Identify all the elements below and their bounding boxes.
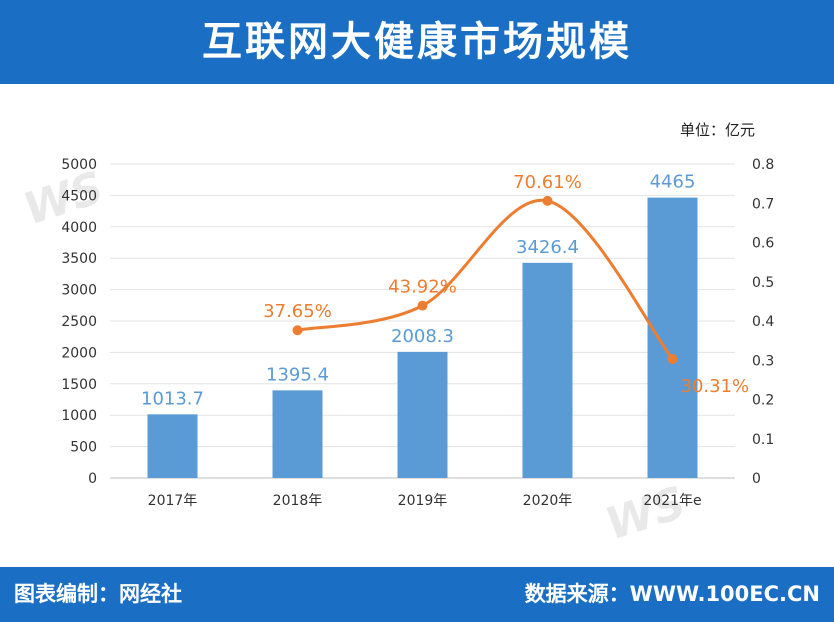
chart-title: 互联网大健康市场规模: [202, 19, 632, 65]
footer-source: 数据来源：WWW.100EC.CN: [524, 582, 820, 606]
line-data-label: 37.65%: [263, 301, 332, 322]
right-axis-ticks: 0 0.1 0.2 0.3 0.4 0.5 0.6 0.7 0.8: [752, 157, 774, 487]
line-point: [292, 325, 303, 336]
x-axis-tick-label: 2017年: [148, 493, 198, 509]
growth-rate-points: [292, 195, 678, 365]
footer-bar: 图表编制：网经社 数据来源：WWW.100EC.CN: [0, 567, 834, 622]
left-axis-tick-label: 0: [88, 471, 97, 487]
x-axis-ticks: 2017年 2018年 2019年 2020年 2021年e: [148, 493, 702, 509]
right-axis-tick-label: 0.4: [752, 314, 774, 330]
growth-rate-labels: 37.65% 43.92% 70.61% 30.31%: [263, 172, 749, 397]
left-axis-tick-label: 4500: [61, 188, 97, 204]
watermark-layer: WS WS: [18, 162, 692, 550]
bar-data-label: 3426.4: [516, 237, 579, 258]
x-axis-tick-label: 2018年: [273, 493, 323, 509]
line-data-label: 30.31%: [681, 376, 750, 397]
right-axis-tick-label: 0.2: [752, 393, 774, 409]
left-axis-tick-label: 500: [70, 440, 97, 456]
footer-compiler: 图表编制：网经社: [14, 582, 182, 606]
bar-data-label: 1013.7: [141, 388, 204, 409]
line-point: [542, 195, 553, 206]
left-axis-tick-label: 3000: [61, 283, 97, 299]
left-axis-tick-label: 5000: [61, 157, 97, 173]
right-axis-tick-label: 0: [752, 471, 761, 487]
left-axis-ticks: 0 500 1000 1500 2000 2500 3000 3500 4000 4500 5000: [61, 157, 97, 487]
bar: [272, 390, 323, 478]
bar: [522, 262, 573, 478]
combo-chart: WS WS 1013.7 1395.4 2008.3 3426.4 4465 37.65…: [18, 157, 775, 550]
x-axis-tick-label: 2019年: [398, 493, 448, 509]
header-bar: 互联网大健康市场规模: [0, 0, 834, 84]
bar-data-label: 4465: [650, 172, 696, 193]
left-axis-tick-label: 1500: [61, 377, 97, 393]
watermark-logo: WS: [600, 477, 692, 550]
bar: [147, 414, 198, 478]
right-axis-tick-label: 0.8: [752, 157, 774, 173]
right-axis-tick-label: 0.1: [752, 432, 774, 448]
growth-rate-line: [297, 198, 674, 360]
left-axis-tick-label: 1000: [61, 408, 97, 424]
line-point: [667, 354, 678, 365]
bar-data-label: 2008.3: [391, 326, 454, 347]
right-axis-tick-label: 0.3: [752, 353, 774, 369]
svg-text:WS: WS: [600, 477, 692, 550]
bar-data-label: 1395.4: [266, 364, 329, 385]
left-axis-tick-label: 2000: [61, 345, 97, 361]
bar-series: [147, 197, 698, 478]
left-axis-tick-label: 2500: [61, 314, 97, 330]
bar: [647, 197, 698, 478]
left-axis-tick-label: 3500: [61, 251, 97, 267]
right-axis-tick-label: 0.6: [752, 236, 774, 252]
line-point: [417, 300, 428, 311]
line-data-label: 70.61%: [513, 172, 582, 193]
x-axis-tick-label: 2021年e: [643, 493, 701, 509]
line-data-label: 43.92%: [388, 277, 457, 298]
right-axis-tick-label: 0.7: [752, 196, 774, 212]
left-axis-tick-label: 4000: [61, 220, 97, 236]
unit-label: 单位：亿元: [680, 121, 756, 139]
bar: [397, 351, 448, 478]
x-axis-tick-label: 2020年: [523, 493, 573, 509]
bar-data-labels: 1013.7 1395.4 2008.3 3426.4 4465: [141, 172, 695, 410]
right-axis-tick-label: 0.5: [752, 275, 774, 291]
